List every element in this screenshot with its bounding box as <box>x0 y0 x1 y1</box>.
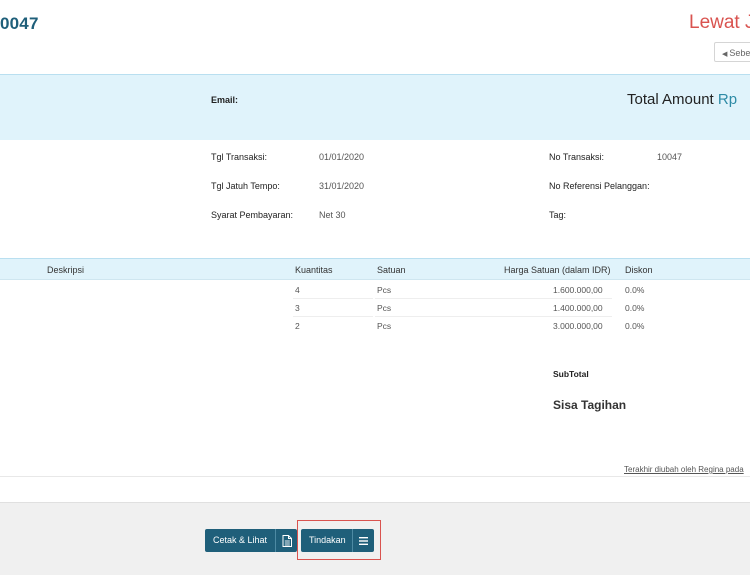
column-kuantitas: Kuantitas <box>295 265 333 275</box>
highlight-box <box>297 520 381 560</box>
row-divider <box>293 298 373 299</box>
row-2-harga: 1.400.000,00 <box>553 303 603 313</box>
status-label: Lewat J <box>689 12 750 33</box>
tgl-jatuh-tempo-value: 31/01/2020 <box>319 181 365 191</box>
row-2-satuan: Pcs <box>377 303 392 313</box>
divider <box>0 476 750 477</box>
no-referensi-label: No Referensi Pelanggan: <box>549 181 650 191</box>
syarat-pembayaran-label: Syarat Pembayaran: <box>211 210 294 220</box>
row-divider <box>375 316 612 317</box>
row-3-satuan: Pcs <box>377 321 392 331</box>
menu-icon <box>352 529 374 552</box>
total-amount-label: Total Amount <box>627 91 714 108</box>
sisa-tagihan-label: Sisa Tagihan <box>553 398 627 412</box>
caret-left-icon: ◀ <box>722 51 728 58</box>
column-satuan: Satuan <box>377 265 406 275</box>
invoice-number: 0047 <box>0 14 39 33</box>
row-1-diskon: 0.0% <box>625 285 645 295</box>
print-view-button[interactable]: Cetak & Lihat <box>205 529 297 552</box>
row-divider <box>375 298 612 299</box>
row-3-kuantitas: 2 <box>295 321 300 331</box>
previous-button[interactable]: ◀ Sebe <box>714 42 750 62</box>
print-view-button-label: Cetak & Lihat <box>213 535 268 545</box>
column-deskripsi: Deskripsi <box>47 265 85 275</box>
tgl-jatuh-tempo-label: Tgl Jatuh Tempo: <box>211 181 280 191</box>
row-3-harga: 3.000.000,00 <box>553 321 603 331</box>
document-icon <box>275 529 297 552</box>
column-harga-satuan: Harga Satuan (dalam IDR) <box>504 265 611 275</box>
last-updated-link[interactable]: Terakhir diubah oleh Regina pada <box>624 465 744 474</box>
tindakan-button[interactable]: Tindakan <box>301 529 374 552</box>
row-1-satuan: Pcs <box>377 285 392 295</box>
tindakan-button-label: Tindakan <box>309 535 346 545</box>
email-label: Email: <box>211 95 239 105</box>
row-2-kuantitas: 3 <box>295 303 300 313</box>
row-divider <box>293 316 373 317</box>
row-1-harga: 1.600.000,00 <box>553 285 603 295</box>
row-3-diskon: 0.0% <box>625 321 645 331</box>
summary-band <box>0 74 750 140</box>
row-2-diskon: 0.0% <box>625 303 645 313</box>
total-amount: Total Amount Rp <box>627 91 737 108</box>
action-footer <box>0 502 750 575</box>
row-1-kuantitas: 4 <box>295 285 300 295</box>
no-transaksi-label: No Transaksi: <box>549 152 605 162</box>
tag-label: Tag: <box>549 210 567 220</box>
syarat-pembayaran-value: Net 30 <box>319 210 346 220</box>
tgl-transaksi-label: Tgl Transaksi: <box>211 152 268 162</box>
total-amount-currency: Rp <box>717 91 738 108</box>
subtotal-label: SubTotal <box>553 369 589 379</box>
table-header <box>0 258 750 280</box>
tgl-transaksi-value: 01/01/2020 <box>319 152 365 162</box>
no-transaksi-value: 10047 <box>657 152 683 162</box>
column-diskon: Diskon <box>625 265 653 275</box>
previous-button-label: Sebe <box>729 48 750 58</box>
